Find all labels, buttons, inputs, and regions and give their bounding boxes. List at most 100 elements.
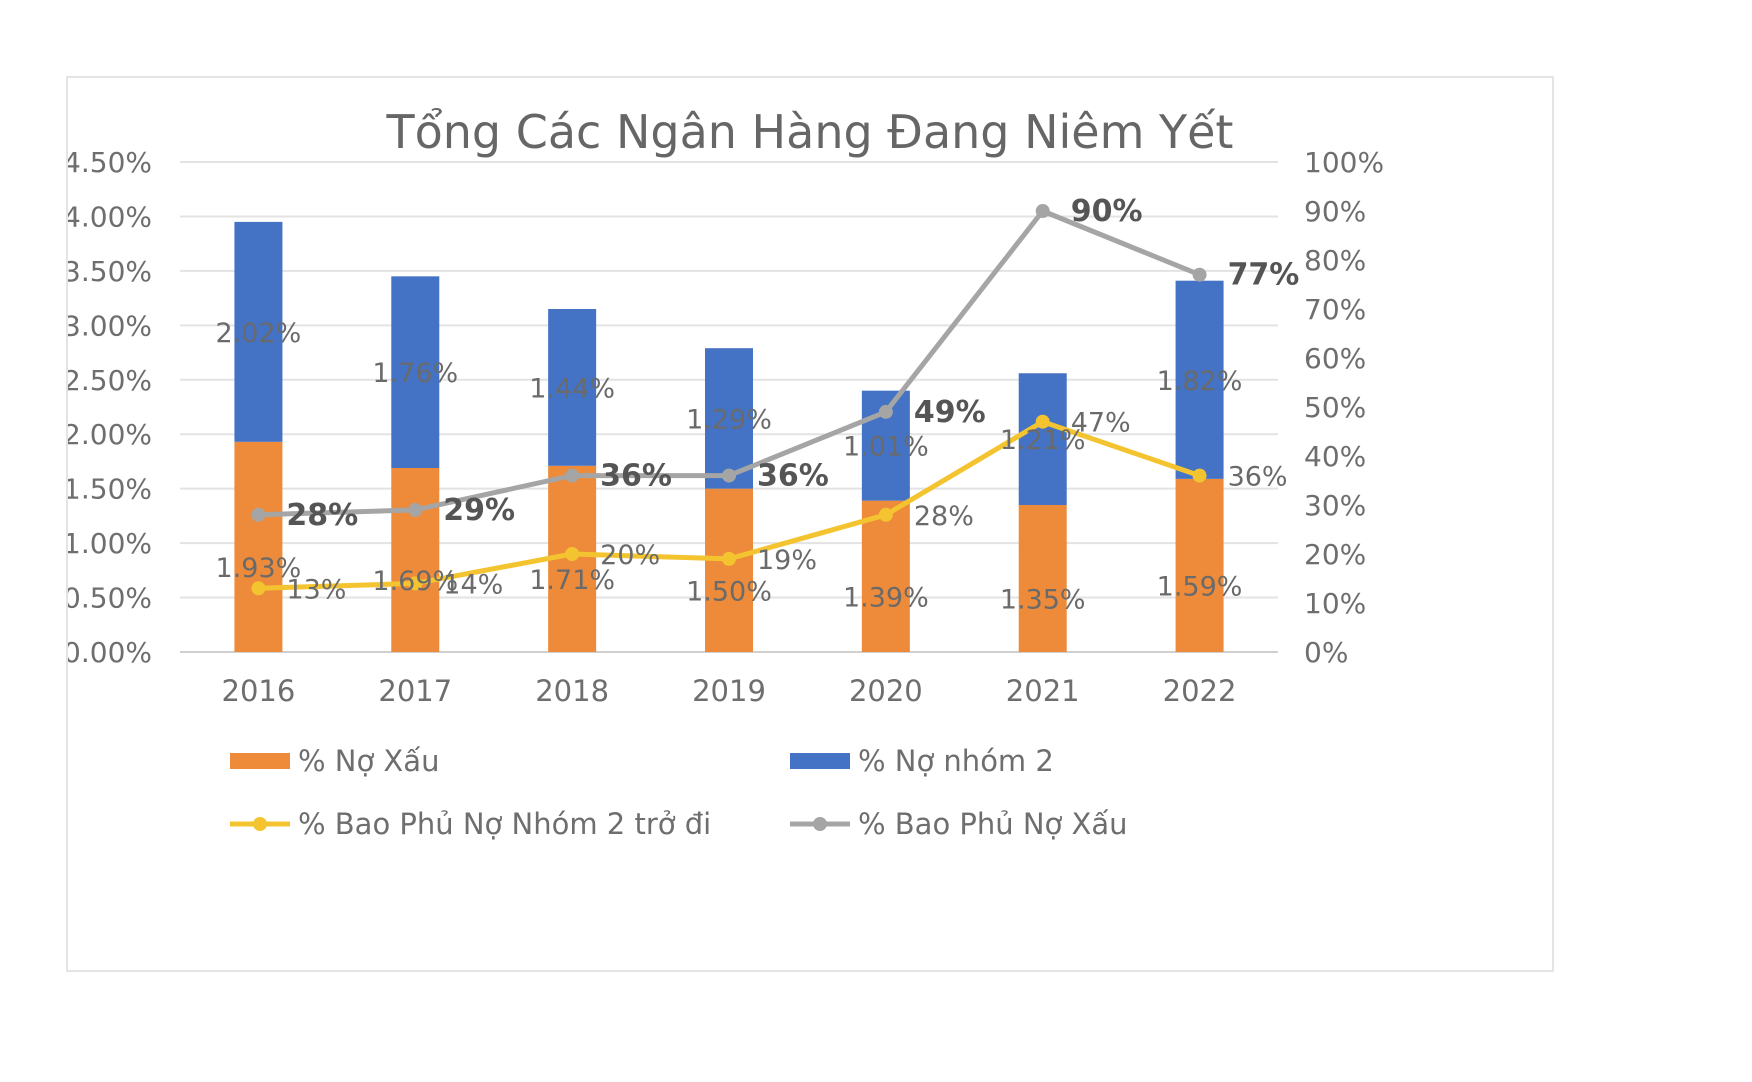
label-no-nhom-2: 1.44% bbox=[529, 373, 615, 404]
legend-swatch-no-nhom-2 bbox=[790, 753, 850, 769]
label-bao-phu-no-xau: 49% bbox=[914, 395, 986, 430]
right-tick-label: 80% bbox=[1304, 244, 1366, 277]
marker-bao-phu-no-nhom-2 bbox=[1192, 468, 1207, 483]
legend-label-bao-phu-no-xau: % Bao Phủ Nợ Xấu bbox=[858, 807, 1128, 841]
legend: % Nợ Xấu % Nợ nhóm 2 % Bao Phủ Nợ Nhóm 2… bbox=[230, 744, 1128, 841]
left-tick-label: 0.00% bbox=[68, 636, 152, 669]
label-bao-phu-no-nhom-2: 19% bbox=[757, 545, 817, 576]
category-axis: 2016 2017 2018 2019 2020 2021 2022 bbox=[222, 674, 1237, 708]
right-tick-label: 50% bbox=[1304, 391, 1366, 424]
category-label: 2021 bbox=[1006, 674, 1080, 708]
marker-bao-phu-no-nhom-2 bbox=[878, 507, 893, 522]
right-tick-label: 20% bbox=[1304, 538, 1366, 571]
legend-label-no-nhom-2: % Nợ nhóm 2 bbox=[858, 744, 1054, 778]
right-axis: 0% 10% 20% 30% 40% 50% 60% 70% 80% 90% 100% bbox=[1304, 146, 1384, 669]
right-tick-label: 90% bbox=[1304, 195, 1366, 228]
bar-no-xau bbox=[1018, 505, 1067, 652]
marker-bao-phu-no-nhom-2 bbox=[1035, 414, 1050, 429]
legend-label-bao-phu-nhom-2: % Bao Phủ Nợ Nhóm 2 trở đi bbox=[298, 807, 711, 841]
marker-bao-phu-no-xau bbox=[251, 507, 266, 522]
bar-no-nhom-2 bbox=[548, 309, 597, 466]
label-bao-phu-no-nhom-2: 28% bbox=[914, 501, 974, 532]
right-tick-label: 60% bbox=[1304, 342, 1366, 375]
bar-no-nhom-2 bbox=[1018, 373, 1067, 505]
label-bao-phu-no-nhom-2: 13% bbox=[286, 574, 346, 605]
left-tick-label: 2.00% bbox=[68, 418, 152, 451]
label-bao-phu-no-nhom-2: 14% bbox=[443, 569, 503, 600]
bars bbox=[234, 221, 1224, 652]
bar-no-nhom-2 bbox=[1175, 280, 1224, 479]
label-no-xau: 1.71% bbox=[529, 565, 615, 596]
category-label: 2018 bbox=[535, 674, 609, 708]
label-no-xau: 1.59% bbox=[1157, 571, 1243, 602]
marker-bao-phu-no-nhom-2 bbox=[408, 576, 423, 591]
chart-frame: Tổng Các Ngân Hàng Đang Niêm Yết 0.00% 0.… bbox=[63, 76, 1554, 972]
left-tick-label: 4.50% bbox=[68, 146, 152, 179]
bar-no-xau bbox=[705, 488, 753, 652]
left-tick-label: 4.00% bbox=[68, 200, 152, 233]
label-no-nhom-2: 1.29% bbox=[686, 404, 772, 435]
label-no-xau: 1.50% bbox=[686, 576, 772, 607]
bar-no-nhom-2 bbox=[391, 276, 440, 468]
bar-no-xau bbox=[391, 467, 440, 652]
bar-no-xau bbox=[1175, 478, 1224, 652]
bar-no-xau bbox=[861, 500, 910, 652]
label-no-nhom-2: 1.21% bbox=[1000, 425, 1086, 456]
left-tick-label: 0.50% bbox=[68, 582, 152, 615]
left-axis: 0.00% 0.50% 1.00% 1.50% 2.00% 2.50% 3.00% 3.50%… bbox=[63, 146, 152, 669]
category-label: 2019 bbox=[692, 674, 766, 708]
chart-svg: Tổng Các Ngân Hàng Đang Niêm Yết 0.00%0.… bbox=[63, 105, 1384, 841]
marker-bao-phu-no-xau bbox=[565, 468, 580, 483]
label-no-nhom-2: 2.02% bbox=[216, 318, 302, 349]
legend-swatch-no-xau bbox=[230, 753, 290, 769]
bar-no-xau bbox=[234, 441, 283, 652]
label-no-nhom-2: 1.01% bbox=[843, 432, 929, 463]
label-no-xau: 1.69% bbox=[372, 566, 458, 597]
legend-label-no-xau: % Nợ Xấu bbox=[298, 744, 439, 778]
bar-no-nhom-2 bbox=[234, 221, 283, 442]
right-tick-label: 30% bbox=[1304, 489, 1366, 522]
category-label: 2020 bbox=[849, 674, 923, 708]
legend-marker-bao-phu-no-xau bbox=[813, 817, 827, 831]
marker-bao-phu-no-nhom-2 bbox=[251, 581, 266, 596]
label-bao-phu-no-xau: 90% bbox=[1071, 194, 1143, 229]
category-label: 2016 bbox=[222, 674, 296, 708]
label-bao-phu-no-xau: 36% bbox=[757, 459, 829, 494]
label-bao-phu-no-nhom-2: 36% bbox=[1228, 462, 1288, 493]
right-tick-label: 10% bbox=[1304, 587, 1366, 620]
category-label: 2017 bbox=[378, 674, 452, 708]
chart-title: Tổng Các Ngân Hàng Đang Niêm Yết bbox=[386, 105, 1234, 159]
bar-no-nhom-2 bbox=[705, 348, 753, 489]
left-tick-label: 3.00% bbox=[68, 309, 152, 342]
label-no-nhom-2: 1.76% bbox=[372, 358, 458, 389]
left-tick-label: 2.50% bbox=[68, 364, 152, 397]
marker-bao-phu-no-xau bbox=[878, 404, 893, 419]
left-tick-label: 1.50% bbox=[68, 473, 152, 506]
lines bbox=[251, 204, 1207, 596]
label-no-xau: 1.35% bbox=[1000, 585, 1086, 616]
right-tick-label: 70% bbox=[1304, 293, 1366, 326]
marker-bao-phu-no-nhom-2 bbox=[565, 547, 580, 561]
label-no-nhom-2: 1.82% bbox=[1157, 366, 1243, 397]
label-bao-phu-no-xau: 77% bbox=[1228, 258, 1300, 293]
marker-bao-phu-no-xau bbox=[1192, 267, 1207, 282]
left-tick-label: 3.50% bbox=[68, 255, 152, 288]
label-bao-phu-no-xau: 36% bbox=[600, 459, 672, 494]
legend-marker-bao-phu-nhom-2 bbox=[253, 817, 267, 831]
right-tick-label: 40% bbox=[1304, 440, 1366, 473]
marker-bao-phu-no-xau bbox=[408, 502, 423, 517]
data-labels: 1.93% 2.02% 1.69% 1.76% 1.71% 1.44% 1.50% 1.29%… bbox=[216, 194, 1300, 616]
label-bao-phu-no-nhom-2: 47% bbox=[1071, 408, 1131, 439]
category-label: 2022 bbox=[1163, 674, 1237, 708]
label-bao-phu-no-nhom-2: 20% bbox=[600, 540, 660, 571]
left-tick-label: 1.00% bbox=[68, 527, 152, 560]
right-tick-label: 100% bbox=[1304, 146, 1384, 179]
label-bao-phu-no-xau: 28% bbox=[286, 498, 358, 533]
label-no-xau: 1.93% bbox=[216, 553, 302, 584]
marker-bao-phu-no-xau bbox=[1035, 204, 1050, 218]
marker-bao-phu-no-xau bbox=[722, 468, 736, 483]
right-tick-label: 0% bbox=[1304, 636, 1348, 669]
label-no-xau: 1.39% bbox=[843, 582, 929, 613]
label-bao-phu-no-xau: 29% bbox=[443, 493, 515, 528]
marker-bao-phu-no-nhom-2 bbox=[722, 551, 736, 566]
